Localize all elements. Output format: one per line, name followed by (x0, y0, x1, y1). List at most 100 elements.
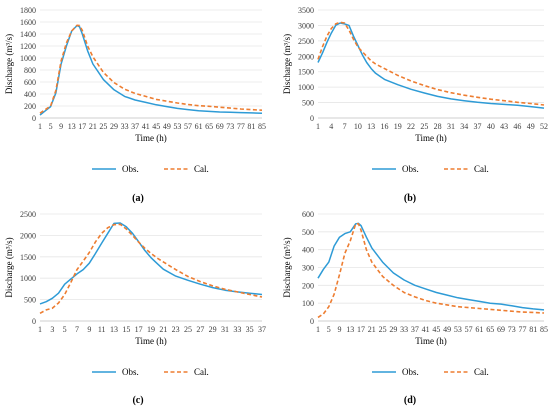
x-tick-label: 65 (486, 325, 494, 334)
y-tick-label: 1000 (20, 54, 36, 63)
y-tick-label: 2000 (20, 231, 36, 240)
x-tick-label: 41 (142, 122, 150, 131)
x-tick-label: 3 (50, 325, 54, 334)
x-tick-label: 57 (465, 325, 473, 334)
x-tick-label: 37 (411, 325, 419, 334)
x-tick-label: 19 (394, 122, 402, 131)
legend: Obs. Cal. (372, 164, 489, 174)
x-tick-label: 21 (368, 325, 376, 334)
x-tick-label: 10 (354, 122, 362, 131)
x-tick-label: 9 (338, 325, 342, 334)
x-tick-label: 13 (68, 122, 76, 131)
y-tick-label: 300 (302, 264, 314, 273)
legend-label: Cal. (474, 367, 489, 377)
x-tick-label: 17 (135, 325, 143, 334)
legend-label: Obs. (122, 367, 139, 377)
y-tick-label: 100 (302, 299, 314, 308)
y-tick-label: 0 (310, 317, 314, 326)
x-tick-label: 61 (475, 325, 483, 334)
x-tick-label: 5 (327, 325, 331, 334)
x-tick-label: 31 (221, 325, 229, 334)
legend: Obs. Cal. (372, 367, 489, 377)
x-tick-label: 40 (487, 122, 495, 131)
y-tick-label: 400 (302, 246, 314, 255)
x-tick-label: 35 (246, 325, 254, 334)
panel-caption: (c) (132, 395, 143, 406)
x-tick-label: 69 (497, 325, 505, 334)
panel-caption: (d) (404, 395, 416, 406)
chart-panel-1: 0 200 400 600 800 1000 1200 1400 1600 1800 1 5 9 13 17… (4, 6, 266, 204)
x-tick-label: 33 (121, 122, 129, 131)
series-line-cal (317, 21, 545, 106)
x-tick-label: 85 (540, 325, 548, 334)
y-tick-label: 3000 (298, 21, 314, 30)
x-tick-label: 9 (59, 122, 63, 131)
x-tick-label: 37 (258, 325, 266, 334)
x-tick-label: 31 (447, 122, 455, 131)
x-tick-label: 21 (89, 122, 97, 131)
x-tick-label: 77 (237, 122, 245, 131)
x-tick-label: 4 (329, 122, 333, 131)
x-tick-label: 49 (527, 122, 535, 131)
x-axis-label: Time (h) (135, 336, 166, 346)
x-tick-label: 33 (400, 325, 408, 334)
x-tick-label: 45 (152, 122, 160, 131)
legend-label: Cal. (194, 367, 209, 377)
y-tick-label: 1500 (20, 253, 36, 262)
x-axis-label: Time (h) (135, 133, 166, 143)
y-axis-label: Discharge (m³/s) (282, 34, 292, 94)
legend-label: Obs. (402, 367, 419, 377)
legend: Obs. Cal. (92, 164, 209, 174)
x-tick-label: 13 (367, 122, 375, 131)
y-tick-label: 200 (302, 281, 314, 290)
x-tick-label: 37 (474, 122, 482, 131)
x-tick-label: 73 (508, 325, 516, 334)
series-line-obs (317, 222, 545, 311)
x-tick-label: 85 (258, 122, 266, 131)
y-tick-label: 0 (310, 114, 314, 123)
y-tick-label: 1200 (20, 42, 36, 51)
y-tick-label: 200 (24, 102, 36, 111)
legend-label: Obs. (402, 164, 419, 174)
series-line-obs (317, 22, 545, 109)
x-tick-label: 13 (110, 325, 118, 334)
x-tick-label: 65 (205, 122, 213, 131)
x-tick-label: 29 (389, 325, 397, 334)
y-tick-label: 1800 (20, 6, 36, 15)
x-tick-label: 19 (147, 325, 155, 334)
y-tick-label: 600 (24, 78, 36, 87)
x-axis-label: Time (h) (415, 336, 446, 346)
legend-label: Obs. (122, 164, 139, 174)
y-tick-label: 500 (302, 99, 314, 108)
x-tick-label: 1 (38, 122, 42, 131)
y-tick-label: 2500 (298, 37, 314, 46)
y-axis-label: Discharge (m³/s) (282, 237, 292, 297)
x-tick-label: 5 (49, 122, 53, 131)
legend: Obs. Cal. (92, 367, 209, 377)
x-tick-label: 15 (122, 325, 130, 334)
x-tick-label: 1 (316, 122, 320, 131)
x-tick-label: 9 (87, 325, 91, 334)
series-line-obs (39, 222, 263, 305)
x-tick-label: 1 (38, 325, 42, 334)
panel-caption: (b) (404, 193, 416, 204)
x-tick-label: 43 (500, 122, 508, 131)
x-tick-label: 52 (540, 122, 548, 131)
y-tick-label: 0 (32, 114, 36, 123)
y-tick-label: 800 (24, 66, 36, 75)
x-tick-label: 77 (518, 325, 526, 334)
legend-label: Cal. (194, 164, 209, 174)
x-tick-label: 29 (110, 122, 118, 131)
x-tick-label: 5 (63, 325, 67, 334)
series-line-obs (39, 24, 263, 116)
y-tick-label: 1000 (298, 83, 314, 92)
x-tick-label: 61 (195, 122, 203, 131)
chart-panel-2: 0 500 1000 1500 2000 2500 3000 3500 1 4 7 10 13 16 19 2… (282, 6, 548, 204)
x-tick-label: 29 (209, 325, 217, 334)
x-axis-label: Time (h) (415, 133, 446, 143)
series-line-cal (39, 24, 263, 114)
y-tick-label: 600 (302, 210, 314, 219)
x-tick-label: 23 (172, 325, 180, 334)
x-tick-label: 41 (422, 325, 430, 334)
